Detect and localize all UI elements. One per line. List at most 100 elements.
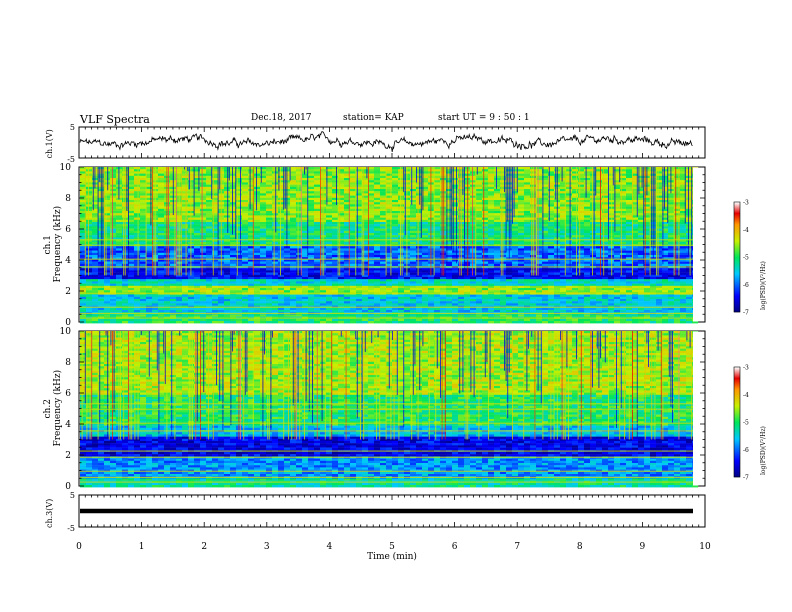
heatmap-cell xyxy=(362,230,369,234)
heatmap-cell xyxy=(494,248,501,251)
heatmap-cell xyxy=(194,191,201,194)
heatmap-cell xyxy=(422,171,429,174)
heatmap-cell xyxy=(296,182,303,185)
heatmap-cell xyxy=(398,182,405,185)
heatmap-cell xyxy=(626,169,633,172)
heatmap-cell xyxy=(200,213,207,216)
heatmap-cell xyxy=(524,211,531,214)
heatmap-cell xyxy=(638,175,645,179)
heatmap-cell xyxy=(224,204,231,207)
heatmap-cell xyxy=(476,226,483,229)
heatmap-cell xyxy=(518,178,525,181)
heatmap-cell xyxy=(674,213,681,216)
heatmap-cell xyxy=(380,175,387,179)
heatmap-cell xyxy=(176,184,183,187)
heatmap-cell xyxy=(602,213,609,216)
heatmap-cell xyxy=(662,200,669,203)
heatmap-cell xyxy=(464,211,471,214)
heatmap-cell xyxy=(338,171,345,174)
heatmap-cell xyxy=(620,206,627,209)
heatmap-cell xyxy=(314,241,321,245)
heatmap-cell xyxy=(110,191,117,194)
heatmap-cell xyxy=(566,195,573,198)
heatmap-cell xyxy=(296,215,303,218)
heatmap-cell xyxy=(236,182,243,185)
heatmap-cell xyxy=(146,173,153,176)
heatmap-cell xyxy=(248,235,255,238)
heatmap-cell xyxy=(572,211,579,214)
heatmap-cell xyxy=(524,184,531,187)
heatmap-cell xyxy=(230,219,237,223)
heatmap-cell xyxy=(524,169,531,172)
heatmap-cell xyxy=(146,200,153,203)
heatmap-cell xyxy=(626,206,633,209)
heatmap-cell xyxy=(212,226,219,229)
heatmap-cell xyxy=(134,175,141,179)
heatmap-cell xyxy=(578,178,585,181)
heatmap-cell xyxy=(422,197,429,201)
heatmap-cell xyxy=(608,246,615,249)
heatmap-cell xyxy=(482,211,489,214)
heatmap-cell xyxy=(398,255,405,258)
heatmap-cell xyxy=(236,252,243,256)
heatmap-cell xyxy=(146,211,153,214)
heatmap-cell xyxy=(608,191,615,194)
heatmap-cell xyxy=(260,228,267,231)
heatmap-cell xyxy=(578,252,585,256)
heatmap-cell xyxy=(662,250,669,253)
heatmap-cell xyxy=(686,186,693,190)
heatmap-cell xyxy=(266,239,273,242)
heatmap-cell xyxy=(200,202,207,205)
heatmap-cell xyxy=(242,237,249,240)
heatmap-cell xyxy=(584,169,591,172)
heatmap-cell xyxy=(266,224,273,227)
heatmap-cell xyxy=(644,202,651,205)
heatmap-cell xyxy=(194,211,201,214)
heatmap-cell xyxy=(434,222,441,225)
heatmap-cell xyxy=(320,184,327,187)
heatmap-cell xyxy=(338,189,345,192)
heatmap-cell xyxy=(152,200,159,203)
heatmap-cell xyxy=(662,252,669,256)
heatmap-cell xyxy=(662,237,669,240)
heatmap-cell xyxy=(362,248,369,251)
heatmap-cell xyxy=(440,215,447,218)
heatmap-cell xyxy=(182,239,189,242)
heatmap-cell xyxy=(200,169,207,172)
heatmap-cell xyxy=(536,246,543,249)
heatmap-cell xyxy=(314,171,321,174)
heatmap-cell xyxy=(512,180,519,183)
heatmap-cell xyxy=(338,195,345,198)
heatmap-cell xyxy=(236,217,243,220)
heatmap-cell xyxy=(230,222,237,225)
heatmap-cell xyxy=(422,202,429,205)
heatmap-cell xyxy=(392,250,399,253)
heatmap-cell xyxy=(362,178,369,181)
heatmap-cell xyxy=(434,215,441,218)
heatmap-cell xyxy=(158,230,165,234)
heatmap-cell xyxy=(200,186,207,190)
heatmap-cell xyxy=(386,215,393,218)
heatmap-cell xyxy=(572,175,579,179)
heatmap-cell xyxy=(236,241,243,245)
heatmap-cell xyxy=(260,180,267,183)
heatmap-cell xyxy=(590,237,597,240)
heatmap-cell xyxy=(620,241,627,245)
heatmap-cell xyxy=(680,171,687,174)
heatmap-cell xyxy=(278,255,285,258)
heatmap-cell xyxy=(110,193,117,196)
heatmap-cell xyxy=(350,250,357,253)
heatmap-cell xyxy=(104,246,111,249)
heatmap-cell xyxy=(668,204,675,207)
heatmap-cell xyxy=(116,248,123,251)
heatmap-cell xyxy=(452,217,459,220)
heatmap-cell xyxy=(254,197,261,201)
heatmap-cell xyxy=(386,167,393,170)
heatmap-cell xyxy=(368,186,375,190)
heatmap-cell xyxy=(620,178,627,181)
heatmap-cell xyxy=(620,171,627,174)
heatmap-cell xyxy=(590,222,597,225)
heatmap-cell xyxy=(140,255,147,258)
heatmap-cell xyxy=(482,213,489,216)
heatmap-cell xyxy=(476,171,483,174)
